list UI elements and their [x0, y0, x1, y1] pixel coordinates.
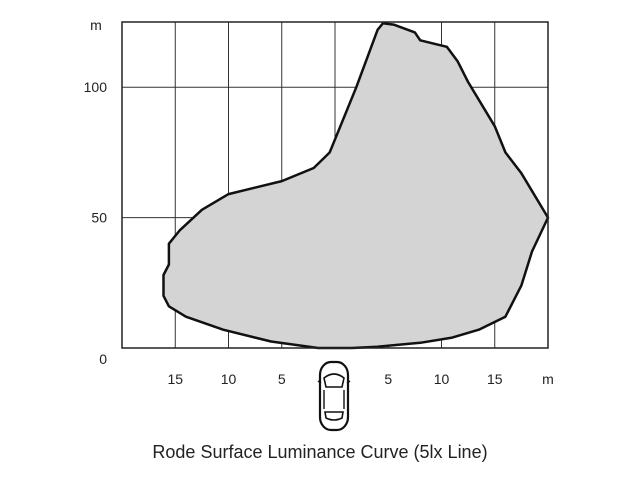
x-tick-label: 10	[221, 371, 237, 387]
chart-title: Rode Surface Luminance Curve (5lx Line)	[152, 442, 488, 462]
y-tick-label: 0	[99, 351, 107, 367]
x-unit-label: m	[542, 371, 554, 387]
x-tick-label: 10	[434, 371, 450, 387]
y-tick-label: 50	[91, 210, 107, 226]
car-top-view-icon	[317, 360, 351, 432]
y-tick-label: 100	[84, 79, 108, 95]
luminance-area	[162, 22, 550, 350]
tick-labels: 15 10 5 5 10 15 0 50 100	[84, 79, 503, 387]
x-tick-label: 5	[384, 371, 392, 387]
y-unit-label: m	[90, 17, 102, 33]
x-tick-label: 15	[487, 371, 503, 387]
x-tick-label: 15	[167, 371, 183, 387]
plot-frame	[121, 21, 549, 349]
x-tick-label: 5	[278, 371, 286, 387]
